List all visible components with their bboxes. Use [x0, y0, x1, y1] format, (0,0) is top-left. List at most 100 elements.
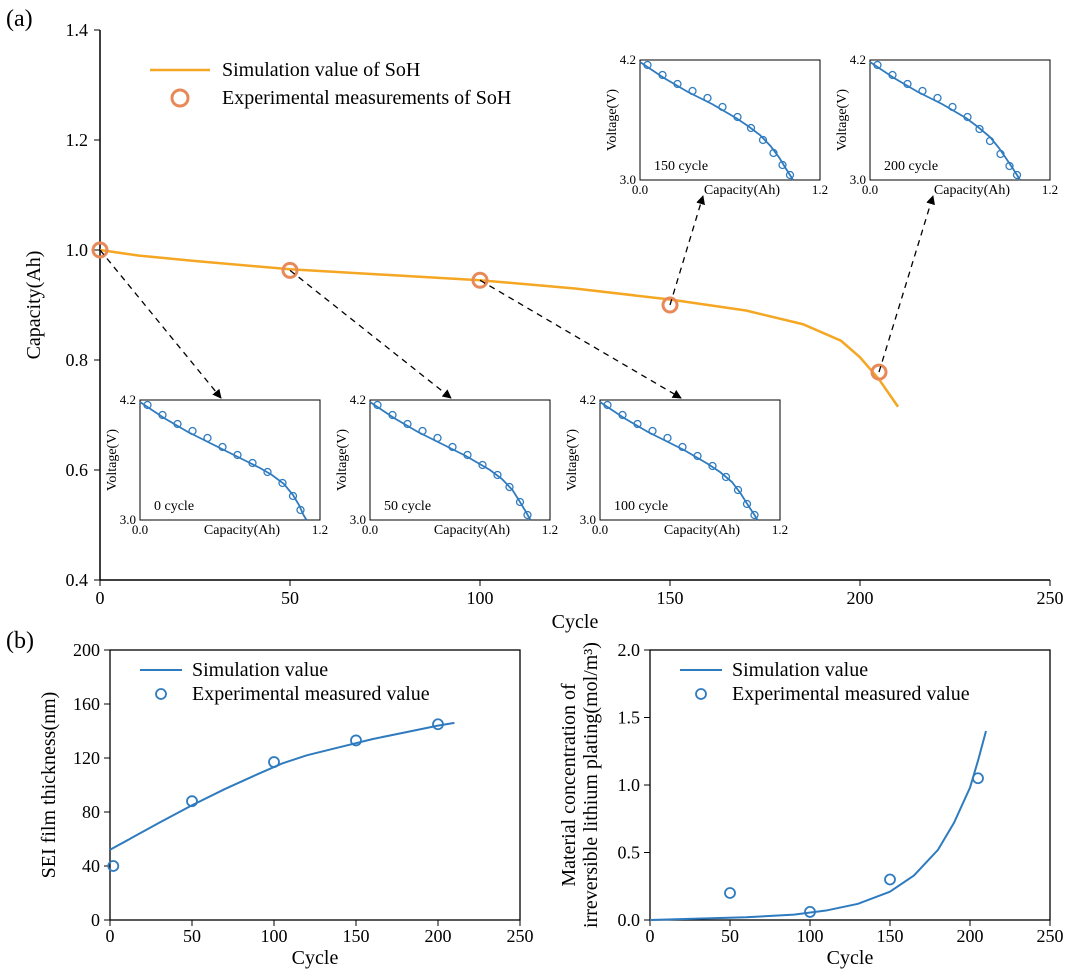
pa-legend-marker [172, 90, 188, 106]
pb-legend-marker-label: Experimental measured value [192, 683, 430, 705]
pa-ytick: 0.4 [66, 570, 89, 590]
pb-ytick: 80 [82, 802, 100, 822]
pb-ytick: 40 [82, 856, 100, 876]
pa-inset-label: 100 cycle [614, 499, 668, 514]
pb-xtick: 0 [646, 926, 655, 946]
pb-ytick: 1.5 [618, 708, 641, 728]
pa-inset-label: 50 cycle [384, 499, 431, 514]
pa-arrow [100, 250, 221, 398]
pb-ytick: 2.0 [618, 640, 641, 660]
pb-xlabel: Cycle [827, 947, 874, 969]
pa-arrow [290, 270, 451, 398]
pb-legend-marker [696, 689, 706, 699]
pb-xtick: 200 [957, 926, 984, 946]
pb-ylabel1: Material concentration of [558, 683, 580, 887]
svg-text:4.2: 4.2 [580, 392, 596, 407]
pb-xtick: 200 [425, 926, 452, 946]
pb-ytick: 0 [91, 910, 100, 930]
pb-legend-line-label: Simulation value [732, 659, 868, 681]
figure-canvas: 0 50 100 150 200 250 0.4 0.6 0.8 1.0 1.2 1.4 Cycle Ca… [0, 0, 1080, 970]
pb-ytick: 120 [73, 748, 100, 768]
pa-inset: 0.01.23.04.2Capacity(Ah)Voltage(V)50 cyc… [335, 392, 558, 538]
pb-exp-point [725, 888, 735, 898]
pa-ytick: 0.8 [66, 350, 89, 370]
svg-text:3.0: 3.0 [350, 512, 366, 527]
svg-text:1.2: 1.2 [312, 522, 328, 537]
pb-ytick: 200 [73, 640, 100, 660]
svg-text:Capacity(Ah): Capacity(Ah) [934, 183, 1011, 198]
pb-exp-point [269, 757, 279, 767]
svg-text:3.0: 3.0 [620, 172, 636, 187]
svg-text:Capacity(Ah): Capacity(Ah) [204, 523, 281, 538]
pb-xtick: 250 [1037, 926, 1064, 946]
svg-text:1.2: 1.2 [542, 522, 558, 537]
pb-legend-marker [156, 689, 166, 699]
pb-sim-line [110, 723, 454, 850]
svg-text:Voltage(V): Voltage(V) [335, 429, 350, 491]
pa-legend-marker-label: Experimental measurements of SoH [222, 87, 511, 109]
pb-xtick: 250 [507, 926, 534, 946]
pa-arrow [670, 196, 703, 305]
pb-xtick: 0 [106, 926, 115, 946]
pa-arrow [879, 196, 933, 372]
svg-text:4.2: 4.2 [620, 52, 636, 67]
panel-a-label: (a) [6, 6, 33, 33]
pa-xtick: 50 [281, 588, 299, 608]
pa-inset-label: 200 cycle [884, 159, 938, 174]
pa-inset-label: 0 cycle [154, 499, 194, 514]
svg-text:1.2: 1.2 [812, 182, 828, 197]
pa-inset-label: 150 cycle [654, 159, 708, 174]
pa-ytick: 1.2 [66, 130, 89, 150]
svg-text:1.2: 1.2 [772, 522, 788, 537]
pb-ylabel: SEI film thickness(nm) [38, 692, 60, 879]
pb-exp-point [885, 875, 895, 885]
pa-xtick: 100 [467, 588, 494, 608]
svg-text:1.2: 1.2 [1042, 182, 1058, 197]
svg-text:Capacity(Ah): Capacity(Ah) [704, 183, 781, 198]
pa-inset: 0.01.23.04.2Capacity(Ah)Voltage(V)200 cy… [835, 52, 1058, 198]
svg-text:Voltage(V): Voltage(V) [105, 429, 120, 491]
svg-text:Voltage(V): Voltage(V) [835, 89, 850, 151]
svg-text:Voltage(V): Voltage(V) [605, 89, 620, 151]
panel-b-label: (b) [6, 628, 34, 655]
pb-ylabel2: irreversible lithium plating(mol/m³) [580, 642, 602, 928]
pa-xtick: 0 [96, 588, 105, 608]
svg-text:Capacity(Ah): Capacity(Ah) [664, 523, 741, 538]
pb-xtick: 150 [343, 926, 370, 946]
pb-ytick: 1.0 [618, 775, 641, 795]
pb-sim-line [650, 731, 986, 920]
pa-xtick: 250 [1037, 588, 1064, 608]
pb-legend-line-label: Simulation value [192, 659, 328, 681]
pb-xtick: 100 [797, 926, 824, 946]
pb-xtick: 100 [261, 926, 288, 946]
pa-sim-line [100, 250, 898, 407]
pb-exp-point [973, 773, 983, 783]
pb-legend-marker-label: Experimental measured value [732, 683, 970, 705]
pa-legend-line-label: Simulation value of SoH [222, 59, 420, 81]
pa-xtick: 200 [847, 588, 874, 608]
pa-inset: 0.01.23.04.2Capacity(Ah)Voltage(V)150 cy… [605, 52, 828, 198]
svg-text:3.0: 3.0 [850, 172, 866, 187]
svg-text:Capacity(Ah): Capacity(Ah) [434, 523, 511, 538]
pa-ylabel: Capacity(Ah) [23, 251, 45, 360]
pa-ytick: 1.0 [66, 240, 89, 260]
pa-inset: 0.01.23.04.2Capacity(Ah)Voltage(V)0 cycl… [105, 392, 328, 538]
pa-ytick: 0.6 [66, 460, 89, 480]
pb-xtick: 50 [183, 926, 201, 946]
pa-xlabel: Cycle [552, 611, 599, 633]
pb-xtick: 50 [721, 926, 739, 946]
pa-inset: 0.01.23.04.2Capacity(Ah)Voltage(V)100 cy… [565, 392, 788, 538]
svg-text:Voltage(V): Voltage(V) [565, 429, 580, 491]
pb-ytick: 160 [73, 694, 100, 714]
pa-xtick: 150 [657, 588, 684, 608]
pb-ytick: 0.0 [618, 910, 641, 930]
pa-ytick: 1.4 [66, 20, 89, 40]
svg-text:4.2: 4.2 [850, 52, 866, 67]
svg-text:3.0: 3.0 [120, 512, 136, 527]
svg-text:3.0: 3.0 [580, 512, 596, 527]
svg-text:4.2: 4.2 [120, 392, 136, 407]
pb-xtick: 150 [877, 926, 904, 946]
pb-xlabel: Cycle [292, 947, 339, 969]
svg-text:4.2: 4.2 [350, 392, 366, 407]
pb-ytick: 0.5 [618, 843, 641, 863]
